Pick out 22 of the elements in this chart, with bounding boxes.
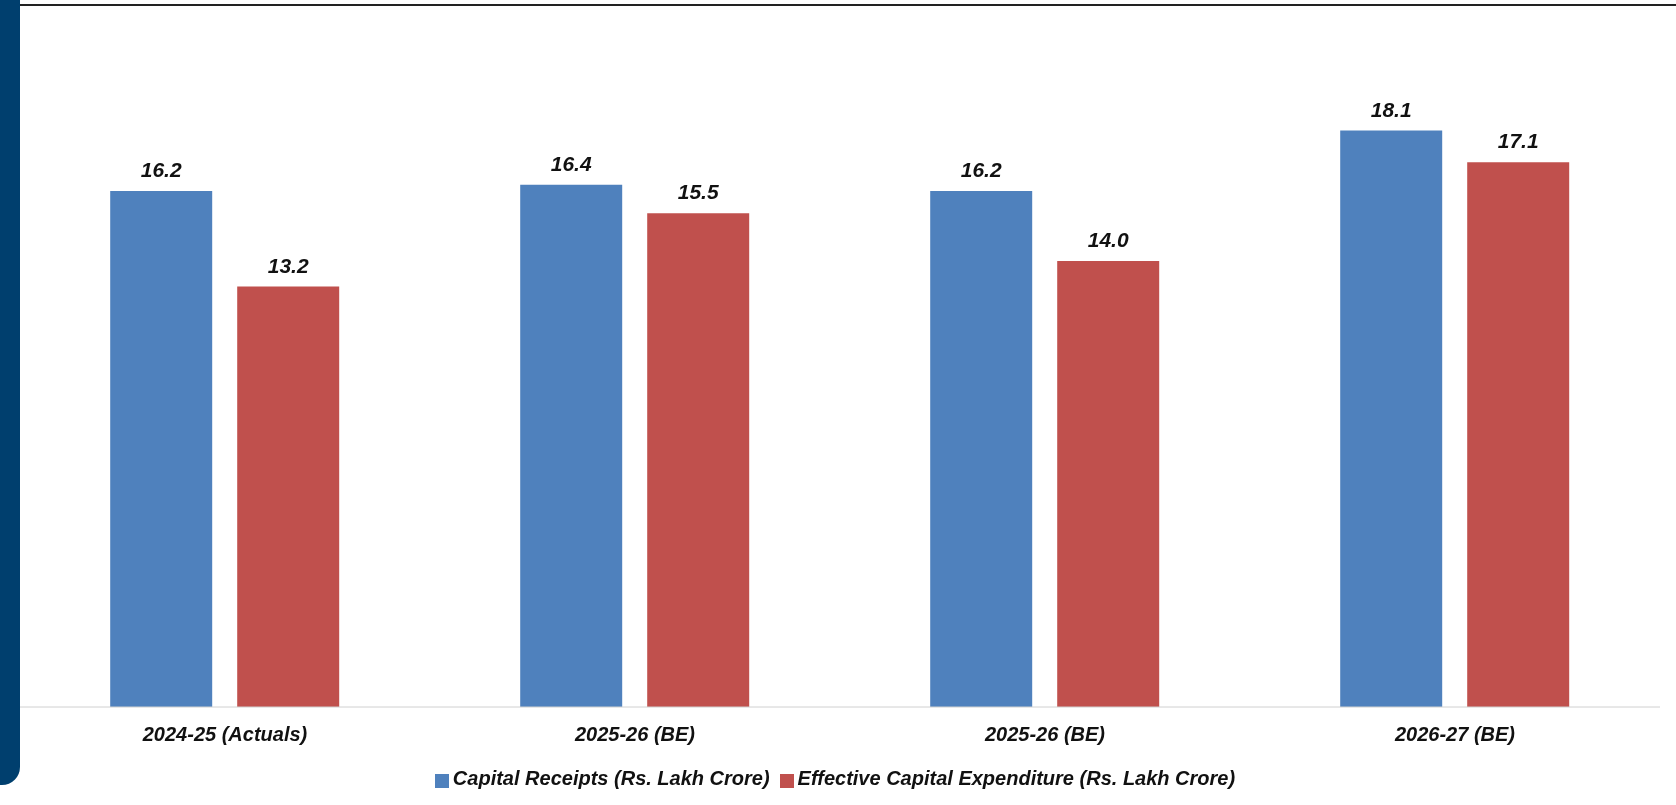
data-label: 16.2 [140,158,182,182]
bar [1467,162,1570,707]
data-label: 17.1 [1497,129,1539,153]
x-tick-label: 2025-26 (BE) [573,723,696,746]
data-label: 14.0 [1087,228,1129,252]
bar [110,191,213,707]
data-label: 13.2 [267,253,309,277]
data-label: 16.2 [960,158,1002,182]
bar [930,191,1033,707]
bar [237,286,340,707]
data-label: 16.4 [550,151,592,175]
x-tick-label: 2025-26 (BE) [983,723,1106,746]
legend-label: Capital Receipts (Rs. Lakh Crore) [452,767,770,789]
x-tick-label: 2024-25 (Actuals) [141,723,308,746]
bar [1340,130,1443,707]
bar [520,184,623,707]
bar [1057,261,1160,707]
legend-label: Effective Capital Expenditure (Rs. Lakh Crore) [797,767,1236,789]
x-tick-label: 2026-27 (BE) [1393,723,1516,746]
data-label: 15.5 [677,180,719,204]
bar [647,213,750,707]
data-label: 18.1 [1370,97,1412,121]
